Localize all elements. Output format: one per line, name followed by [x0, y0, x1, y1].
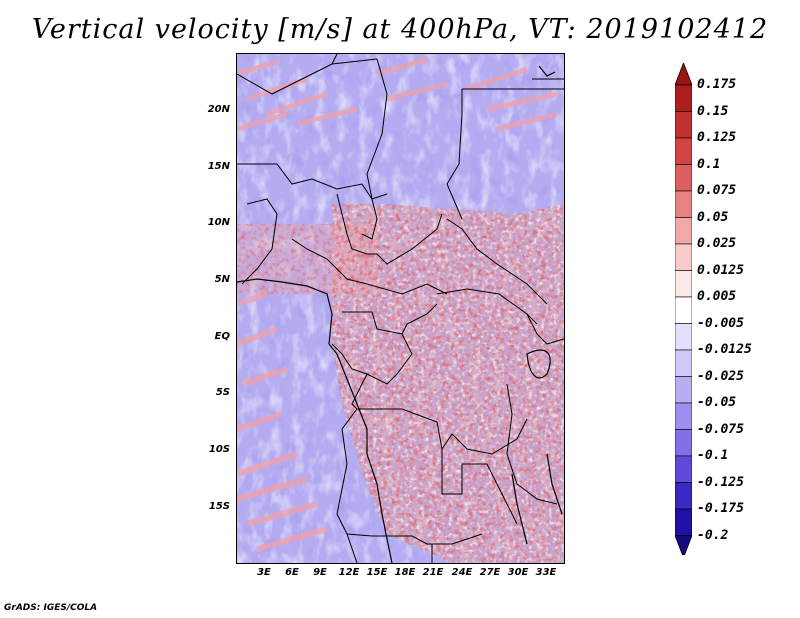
- lon-tick: 6E: [285, 567, 299, 578]
- colorbar-segment: [675, 270, 692, 298]
- colorbar-segment: [675, 376, 692, 404]
- lon-tick: 21E: [422, 567, 444, 578]
- lon-tick: 12E: [338, 567, 360, 578]
- chart-title: Vertical velocity [m/s] at 400hPa, VT: 2…: [31, 14, 769, 45]
- country-borders: [237, 54, 564, 563]
- velocity-map: [237, 54, 564, 563]
- colorbar-segment: [675, 137, 692, 165]
- colorbar-segment: [675, 455, 692, 483]
- lon-tick: 15E: [366, 567, 388, 578]
- colorbar-label: 0.025: [697, 236, 737, 251]
- colorbar-segment: [675, 402, 692, 430]
- colorbar-label: -0.075: [697, 421, 744, 437]
- colorbar-segment: [675, 429, 692, 457]
- colorbar-label: -0.0125: [697, 342, 752, 357]
- colorbar-segment: [675, 190, 692, 218]
- lon-tick: 30E: [507, 567, 529, 578]
- map-frame: [236, 53, 565, 564]
- colorbar-segment: [675, 217, 692, 245]
- triangle-up-icon: [675, 63, 692, 86]
- lat-tick: 10N: [207, 217, 230, 228]
- lat-tick: 15N: [207, 161, 230, 172]
- lon-tick: 3E: [257, 567, 271, 578]
- colorbar-label: 0.0125: [697, 262, 744, 278]
- lat-tick: 15S: [208, 501, 230, 512]
- colorbar-label: -0.125: [697, 474, 744, 490]
- lon-tick: 24E: [451, 567, 473, 578]
- colorbar-label: 0.15: [697, 103, 729, 119]
- lon-tick: 27E: [479, 567, 501, 578]
- colorbar-label: -0.2: [697, 527, 729, 543]
- colorbar-label: -0.05: [697, 395, 737, 410]
- ascent-streaks: [237, 56, 558, 552]
- lat-tick: 20N: [207, 104, 230, 115]
- colorbar-segment: [675, 323, 692, 351]
- colorbar-label: 0.05: [697, 209, 729, 225]
- colorbar-segment: [675, 243, 692, 271]
- colorbar-segment: [675, 296, 692, 324]
- coastline: [237, 65, 563, 563]
- colorbar: [675, 63, 692, 555]
- colorbar-segment: [675, 111, 692, 139]
- colorbar-segment: [675, 349, 692, 377]
- colorbar-label: -0.005: [697, 315, 744, 331]
- colorbar-label: 0.1: [697, 156, 721, 172]
- lon-tick: 33E: [535, 567, 557, 578]
- colorbar-label: -0.025: [697, 368, 744, 384]
- grads-credit: GrADS: IGES/COLA: [4, 603, 98, 613]
- lon-tick: 9E: [313, 567, 327, 578]
- colorbar-segment: [675, 84, 692, 112]
- colorbar-segment: [675, 482, 692, 510]
- lat-tick: 5N: [214, 274, 230, 285]
- colorbar-segment: [675, 164, 692, 192]
- colorbar-label: -0.175: [697, 501, 744, 516]
- lat-tick: EQ: [214, 331, 230, 342]
- lat-tick: 10S: [208, 444, 230, 455]
- lon-tick: 18E: [394, 567, 416, 578]
- colorbar-label: 0.125: [697, 130, 737, 145]
- triangle-down-icon: [675, 535, 692, 555]
- colorbar-label: 0.175: [697, 77, 737, 92]
- colorbar-segment: [675, 508, 692, 536]
- colorbar-label: -0.1: [697, 448, 729, 463]
- colorbar-label: 0.005: [697, 289, 737, 304]
- west-africa-convection: [237, 224, 377, 294]
- colorbar-label: 0.075: [697, 183, 737, 198]
- lat-tick: 5S: [215, 387, 230, 398]
